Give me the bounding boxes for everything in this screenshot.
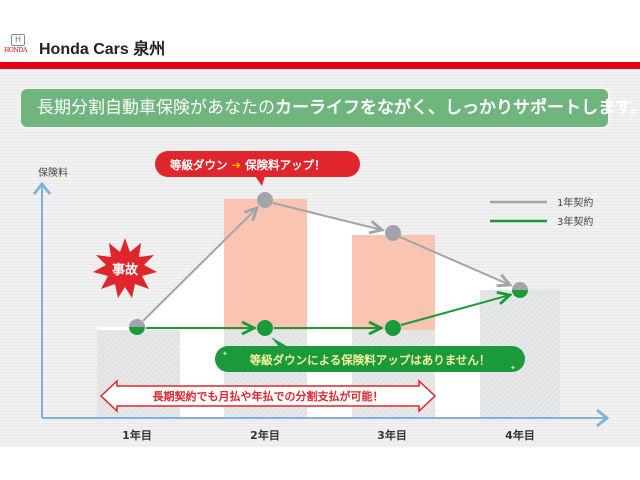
x-label-year2: 2年目 [250,428,280,442]
x-label-year4: 4年目 [505,428,535,442]
x-label-year3: 3年目 [377,428,407,442]
green-callout-text: 等級ダウンによる保険料アップはありません！ [249,353,491,367]
one-year-point-year3 [385,225,401,241]
three-year-point-year2 [257,320,273,336]
increase-bar-year3 [352,235,435,330]
headline-plain: 長期分割自動車保険があなたの [37,98,275,118]
legend-label-three-year: 3年契約 [557,215,593,228]
honda-logo[interactable]: H HONDA [4,34,34,56]
site-header: H HONDA Honda Cars 泉州 [0,0,640,62]
headline-banner: 長期分割自動車保険があなたのカーライフをながく、しっかりサポートします。 [21,89,640,127]
sparkle-icon: ✦ [510,364,516,372]
burst-icon [93,238,157,298]
arrow-right-icon: ➜ [232,158,242,172]
x-label-year1: 1年目 [122,428,152,442]
legend: 1年契約 3年契約 [490,196,593,228]
three-year-segment-3 [400,295,510,326]
payment-note-text: 長期契約でも月払や年払での分割支払が可能！ [153,389,384,403]
honda-logo-word: HONDA [4,47,28,54]
one-year-segment-1 [142,208,257,322]
accident-label: 事故 [112,262,139,278]
one-year-segment-2 [272,202,382,230]
headline-bold: カーライフをながく、しっかりサポートします。 [275,98,640,118]
sparkle-icon: ✦ [222,350,228,358]
accident-burst: 事故 [93,238,157,298]
red-callout-left: 等級ダウン [169,158,228,172]
shared-point-year1 [129,319,145,335]
shared-point-year4 [512,282,528,298]
brand-name: Honda Cars 泉州 [39,41,166,58]
honda-h-icon: H [11,34,25,46]
red-callout-right: 保険料アップ！ [244,158,326,172]
y-axis-label: 保険料 [38,166,68,179]
increase-bar-year2 [224,199,307,330]
one-year-segment-3 [399,236,510,285]
svg-text:等級ダウン ➜ 保険料アップ！: 等級ダウン ➜ 保険料アップ！ [169,158,326,172]
legend-label-one-year: 1年契約 [557,196,593,209]
green-callout: 等級ダウンによる保険料アップはありません！ ✦ ✦ [215,337,525,372]
payment-note-arrow: 長期契約でも月払や年払での分割支払が可能！ [99,379,437,413]
red-callout: 等級ダウン ➜ 保険料アップ！ [155,151,360,186]
one-year-point-year2 [257,192,273,208]
header-divider [0,62,640,69]
three-year-point-year3 [385,320,401,336]
